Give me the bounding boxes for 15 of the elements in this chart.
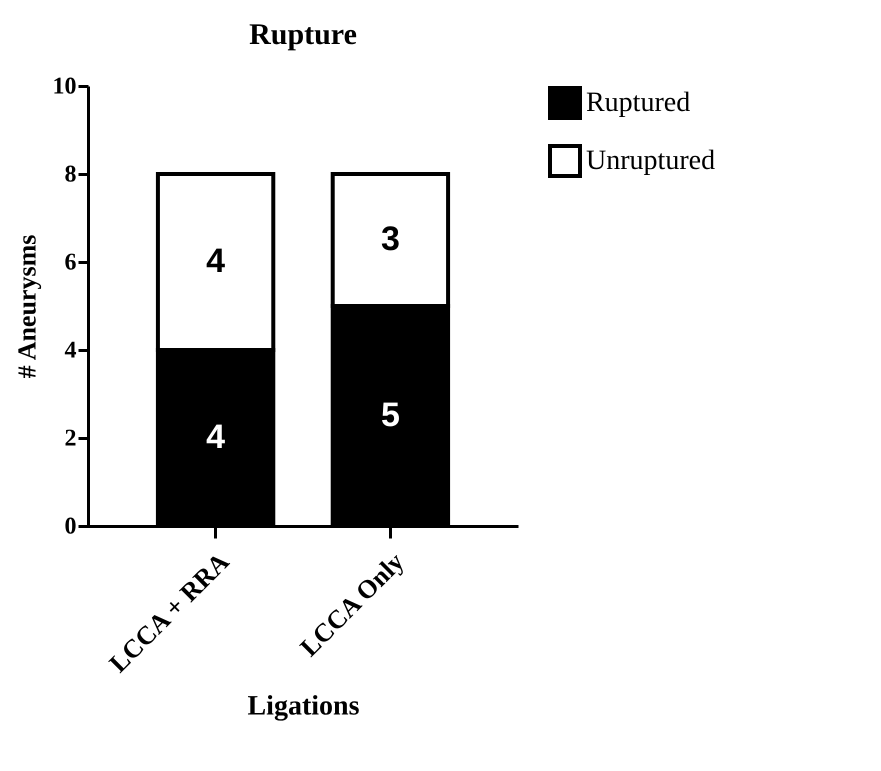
- y-tick-label: 0: [64, 514, 76, 540]
- y-tick-label: 10: [52, 74, 76, 100]
- y-axis-title: # Aneurysms: [12, 234, 42, 378]
- y-tick-label: 6: [64, 250, 76, 276]
- chart-title: Rupture: [249, 18, 357, 51]
- y-tick-label: 4: [64, 338, 76, 364]
- y-tick-label: 2: [64, 426, 76, 452]
- legend-label: Unruptured: [586, 145, 716, 176]
- y-tick-label: 8: [64, 162, 76, 188]
- data-label: 4: [206, 242, 226, 280]
- x-axis-title: Ligations: [247, 690, 360, 722]
- data-label: 5: [380, 396, 400, 434]
- data-label: 4: [206, 418, 226, 456]
- data-label: 3: [380, 220, 400, 258]
- legend-label: Ruptured: [586, 87, 690, 118]
